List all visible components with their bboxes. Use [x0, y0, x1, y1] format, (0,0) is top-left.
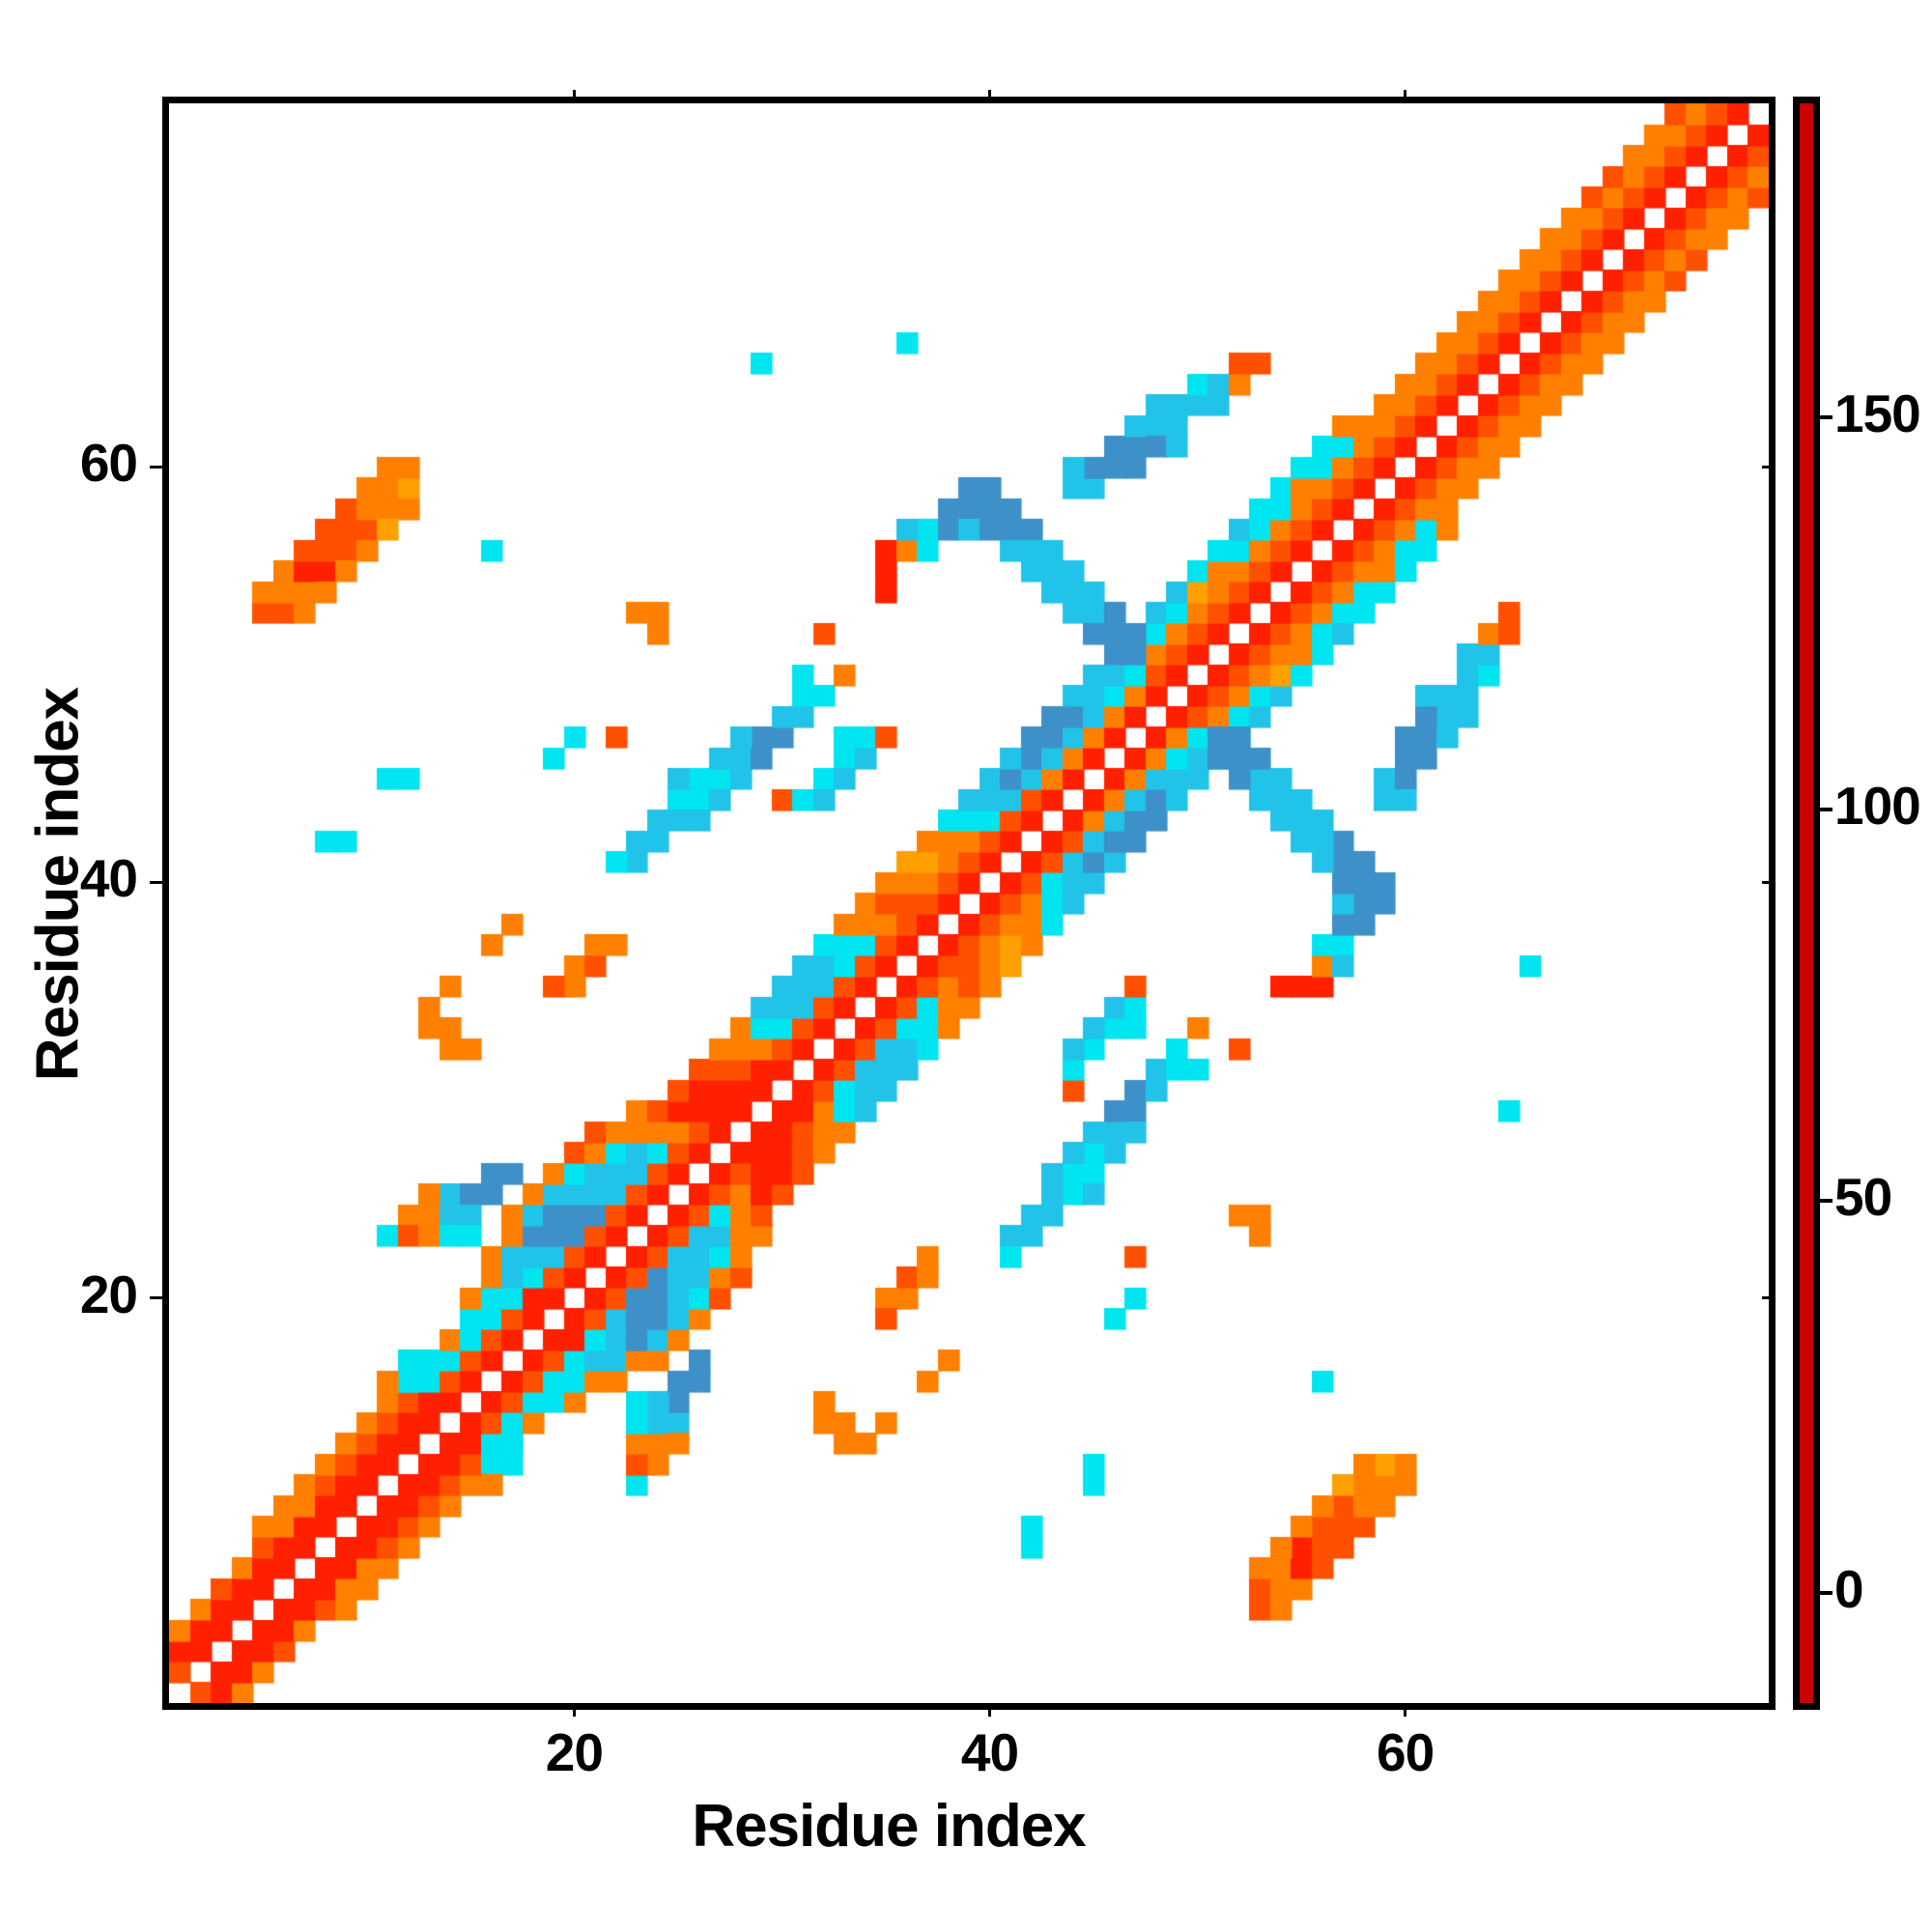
colorbar-tick	[1820, 414, 1833, 419]
y-axis-title: Residue index	[24, 687, 92, 1082]
contact-map-canvas	[169, 103, 1769, 1703]
colorbar-tick-label: 50	[1834, 1167, 1892, 1228]
x-axis-tick-top	[572, 90, 576, 103]
y-axis-tick	[150, 1296, 163, 1300]
x-axis-tick	[572, 1703, 576, 1717]
colorbar-tick-label: 100	[1834, 775, 1921, 836]
x-axis-tick-label: 60	[1377, 1722, 1435, 1782]
heatmap-plot-area	[162, 97, 1776, 1710]
x-axis-tick-top	[1404, 90, 1407, 103]
colorbar-gradient	[1800, 103, 1813, 1703]
y-axis-tick-label: 40	[79, 848, 138, 909]
colorbar-tick	[1820, 1591, 1833, 1596]
colorbar-tick-label: 150	[1834, 383, 1921, 443]
y-axis-tick	[150, 880, 163, 884]
y-axis-tick-right	[1762, 465, 1776, 469]
y-axis-tick-label: 60	[79, 433, 138, 494]
colorbar-tick	[1820, 1199, 1833, 1204]
x-axis-title: Residue index	[692, 1793, 1086, 1860]
x-axis-tick	[1404, 1703, 1407, 1717]
x-axis-tick	[988, 1703, 991, 1717]
y-axis-tick	[150, 465, 163, 469]
x-axis-tick-top	[988, 90, 991, 103]
y-axis-tick-label: 20	[79, 1264, 138, 1324]
y-axis-tick-right	[1762, 880, 1776, 884]
colorbar-tick-label: 0	[1834, 1559, 1864, 1620]
y-axis-tick-right	[1762, 1296, 1776, 1300]
colorbar-tick	[1820, 807, 1833, 811]
colorbar	[1793, 97, 1820, 1710]
x-axis-tick-label: 20	[545, 1722, 604, 1782]
x-axis-tick-label: 40	[960, 1722, 1019, 1782]
